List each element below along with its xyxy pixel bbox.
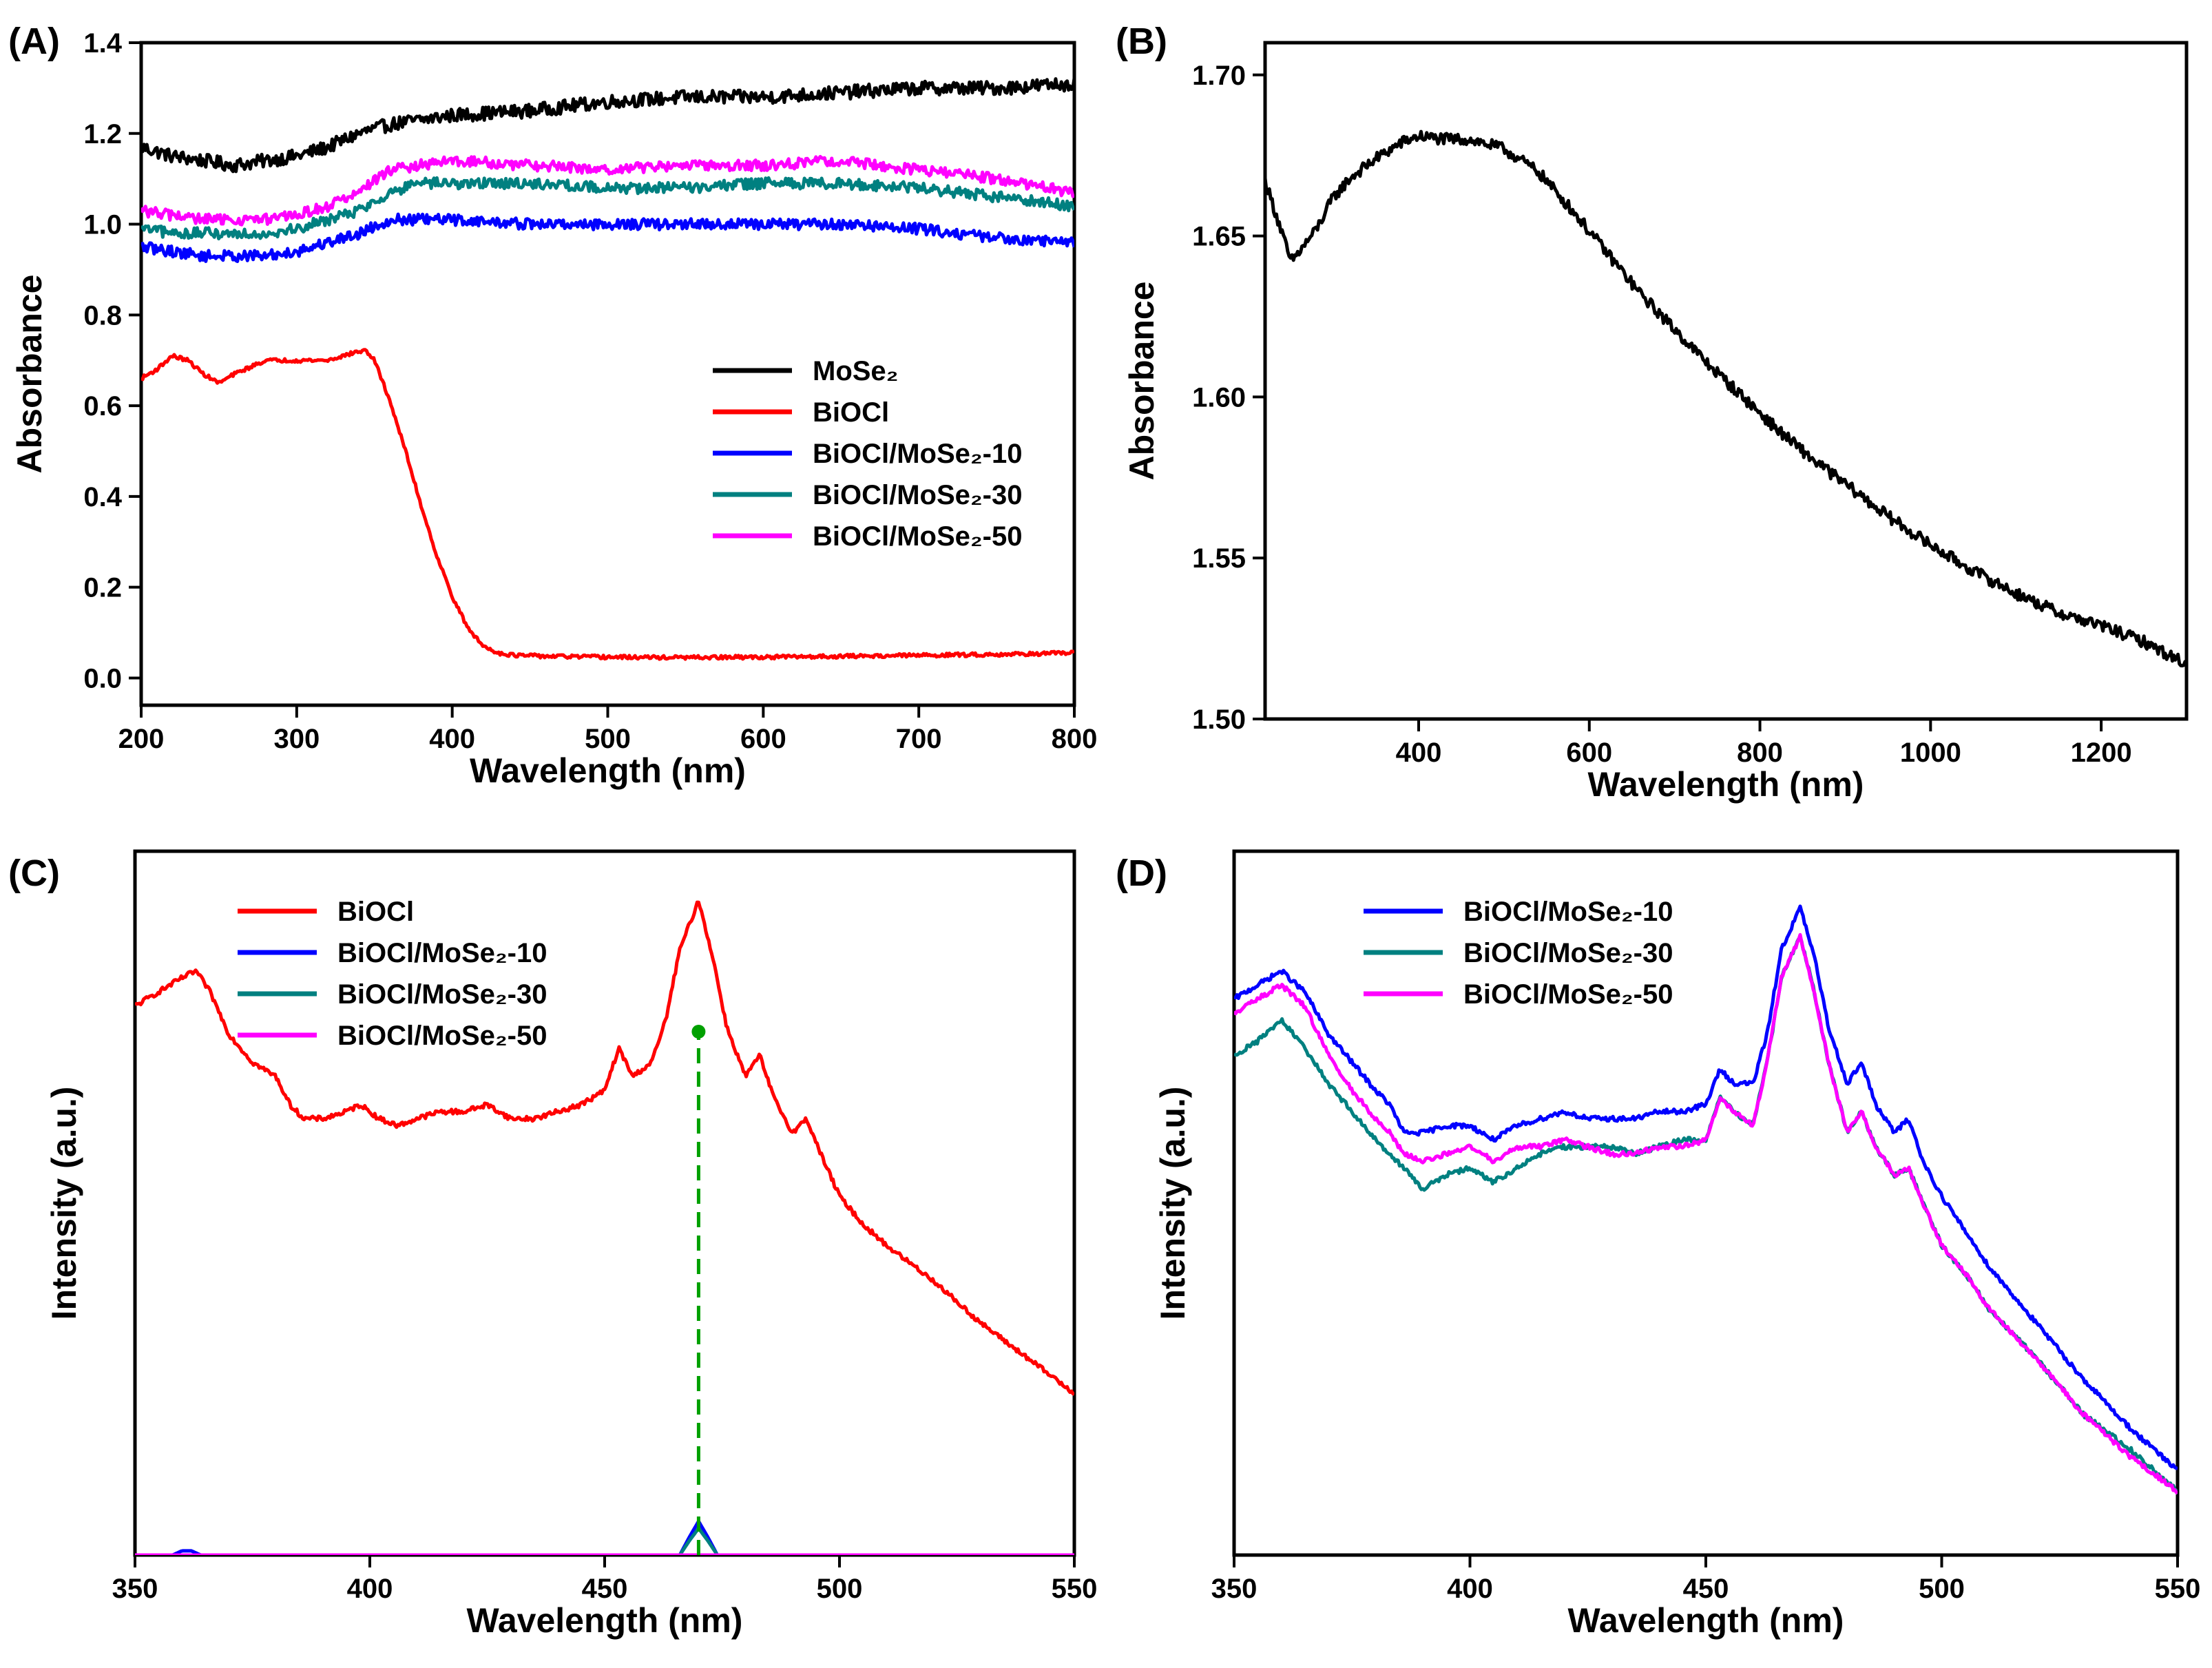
- y-tick-label: 1.50: [1192, 705, 1246, 735]
- series-line-1: [141, 348, 1074, 661]
- y-tick-label: 0.6: [83, 391, 122, 421]
- x-tick-label: 300: [273, 724, 320, 754]
- panel-a: 200 300 400 500 600 700 800 0.0 0.2 0.4 0.6 0.8 1.0 1…: [8, 21, 1097, 790]
- panel-label: (D): [1116, 853, 1167, 894]
- x-tick-label: 350: [1211, 1574, 1258, 1604]
- x-tick-label: 200: [118, 724, 165, 754]
- series-line-2: [1234, 932, 2178, 1495]
- series-line-0: [1234, 904, 2178, 1470]
- x-tick-label: 800: [1052, 724, 1098, 754]
- series-line-1: [135, 1519, 1074, 1555]
- legend-label: BiOCl/MoSe₂-50: [813, 521, 1023, 552]
- plot-frame: [1232, 849, 2180, 1557]
- y-tick-label: 1.65: [1192, 222, 1246, 252]
- y-axis-title: Absorbance: [10, 275, 49, 474]
- x-tick-label: 800: [1737, 738, 1783, 768]
- x-tick-label: 600: [1566, 738, 1612, 768]
- y-axis-title: Absorbance: [1123, 282, 1161, 481]
- y-tick-label: 1.4: [83, 28, 122, 59]
- x-tick-label: 400: [1447, 1574, 1493, 1604]
- x-tick-label: 500: [585, 724, 631, 754]
- x-tick-label: 700: [896, 724, 942, 754]
- series-line-1: [1234, 935, 2178, 1495]
- x-tick-label: 550: [2155, 1574, 2201, 1604]
- series-line-3: [141, 176, 1074, 240]
- x-tick-label: 400: [347, 1574, 393, 1604]
- series-line-2: [141, 212, 1074, 263]
- y-tick-label: 0.2: [83, 573, 122, 603]
- x-tick-label: 400: [429, 724, 475, 754]
- series-line-0: [141, 77, 1074, 174]
- legend-label: MoSe₂: [813, 356, 898, 386]
- x-tick-label: 450: [582, 1574, 628, 1604]
- legend: BiOCl/MoSe₂-10 BiOCl/MoSe₂-30 BiOCl/MoSe₂-…: [1364, 897, 1673, 1010]
- y-tick-label: 1.70: [1192, 61, 1246, 91]
- x-tick-label: 600: [740, 724, 786, 754]
- peak-marker-dot: [691, 1025, 706, 1039]
- legend-label: BiOCl/MoSe₂-50: [337, 1021, 547, 1051]
- legend-label: BiOCl/MoSe₂-10: [337, 938, 547, 968]
- x-tick-label: 1200: [2071, 738, 2132, 768]
- series-line-2: [135, 1526, 1074, 1555]
- panel-label: (B): [1116, 21, 1167, 62]
- y-tick-label: 0.0: [83, 663, 122, 694]
- x-tick-label: 400: [1396, 738, 1442, 768]
- panel-c: 350 400 450 500 550 Wavelength (nm) Intensity …: [8, 849, 1098, 1640]
- x-tick-label: 350: [112, 1574, 158, 1604]
- panel-d: 350 400 450 500 550 Wavelength (nm) Intensity …: [1116, 849, 2201, 1640]
- panel-b: 400 600 800 1000 1200 1.50 1.55 1.60 1.65 1.70 Wav…: [1116, 21, 2189, 804]
- panel-label: (C): [8, 853, 60, 894]
- x-tick-label: 500: [817, 1574, 863, 1604]
- y-tick-label: 0.4: [83, 482, 122, 512]
- series-line-0: [1265, 129, 2187, 668]
- y-tick-label: 1.0: [83, 210, 122, 240]
- y-axis-title: Intensity (a.u.): [45, 1087, 83, 1320]
- series-line-0: [135, 900, 1074, 1396]
- y-tick-label: 0.8: [83, 300, 122, 331]
- legend-label: BiOCl/MoSe₂-10: [1463, 897, 1673, 927]
- y-tick-label: 1.55: [1192, 543, 1246, 574]
- x-tick-label: 500: [1919, 1574, 1965, 1604]
- legend-label: BiOCl/MoSe₂-50: [1463, 979, 1673, 1010]
- legend-label: BiOCl/MoSe₂-30: [1463, 938, 1673, 968]
- x-tick-label: 1000: [1900, 738, 1961, 768]
- legend: MoSe₂ BiOCl BiOCl/MoSe₂-10 BiOCl/MoSe₂-30 Bi…: [713, 356, 1023, 552]
- series-line-4: [141, 154, 1074, 227]
- legend-label: BiOCl: [337, 897, 414, 927]
- y-axis-title: Intensity (a.u.): [1154, 1087, 1192, 1320]
- x-axis-title: Wavelength (nm): [467, 1601, 743, 1640]
- y-tick-label: 1.2: [83, 119, 122, 149]
- x-tick-label: 550: [1052, 1574, 1098, 1604]
- legend-label: BiOCl: [813, 397, 889, 428]
- y-tick-label: 1.60: [1192, 382, 1246, 413]
- x-tick-label: 450: [1683, 1574, 1729, 1604]
- plot-frame: [133, 849, 1076, 1557]
- legend-label: BiOCl/MoSe₂-10: [813, 439, 1023, 469]
- x-axis-title: Wavelength (nm): [1568, 1601, 1844, 1640]
- legend: BiOCl BiOCl/MoSe₂-10 BiOCl/MoSe₂-30 BiOCl/M…: [238, 897, 547, 1051]
- plot-frame: [139, 41, 1076, 707]
- x-axis-title: Wavelength (nm): [470, 751, 746, 790]
- panel-label: (A): [8, 21, 60, 62]
- legend-label: BiOCl/MoSe₂-30: [813, 480, 1023, 510]
- x-axis-title: Wavelength (nm): [1588, 765, 1864, 804]
- legend-label: BiOCl/MoSe₂-30: [337, 979, 547, 1010]
- plot-frame: [1263, 41, 2189, 721]
